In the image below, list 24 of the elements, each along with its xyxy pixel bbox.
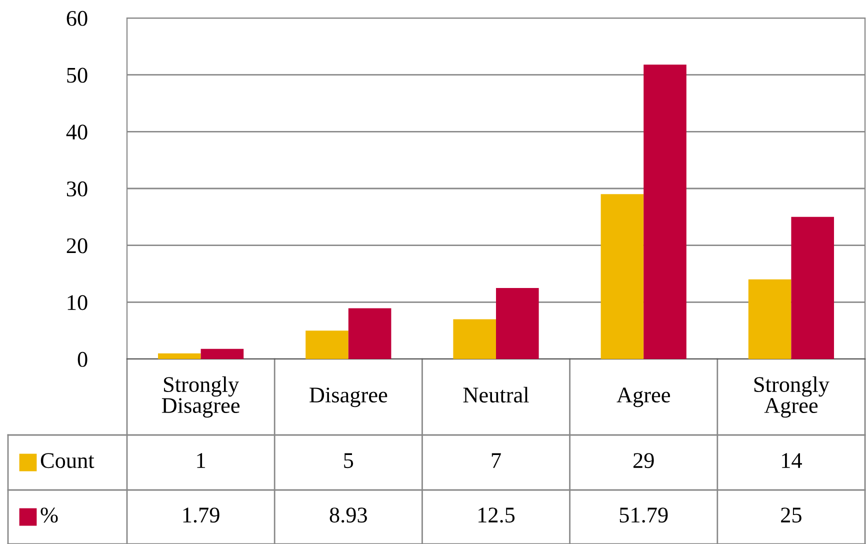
x-tick-label: Strongly Agree — [754, 376, 830, 418]
x-tick-label: Agree — [616, 388, 670, 408]
y-tick-label: 10 — [68, 295, 88, 310]
y-tick-label: 0 — [78, 352, 88, 367]
legend-label: % — [40, 508, 58, 523]
legend-label: Count — [40, 453, 94, 468]
y-tick-label: 30 — [66, 181, 88, 196]
data-label: 14 — [782, 453, 802, 468]
data-label: 8.93 — [330, 508, 367, 523]
data-label: 25 — [781, 508, 802, 523]
y-tick-label: 40 — [66, 124, 88, 140]
data-label: 12.5 — [478, 508, 515, 523]
y-tick-label: 60 — [66, 10, 88, 26]
x-tick-label: Disagree — [310, 388, 388, 408]
data-label: 7 — [492, 453, 501, 468]
x-tick-label: Strongly Disagree — [162, 376, 240, 418]
data-label: 51.79 — [620, 508, 668, 523]
data-label: 29 — [633, 453, 654, 468]
data-label: 1 — [197, 453, 206, 468]
x-tick-label: Neutral — [463, 386, 529, 403]
y-tick-label: 50 — [67, 68, 88, 83]
data-label: 1.79 — [183, 508, 220, 523]
data-label: 5 — [344, 453, 354, 468]
y-tick-label: 20 — [66, 238, 88, 254]
